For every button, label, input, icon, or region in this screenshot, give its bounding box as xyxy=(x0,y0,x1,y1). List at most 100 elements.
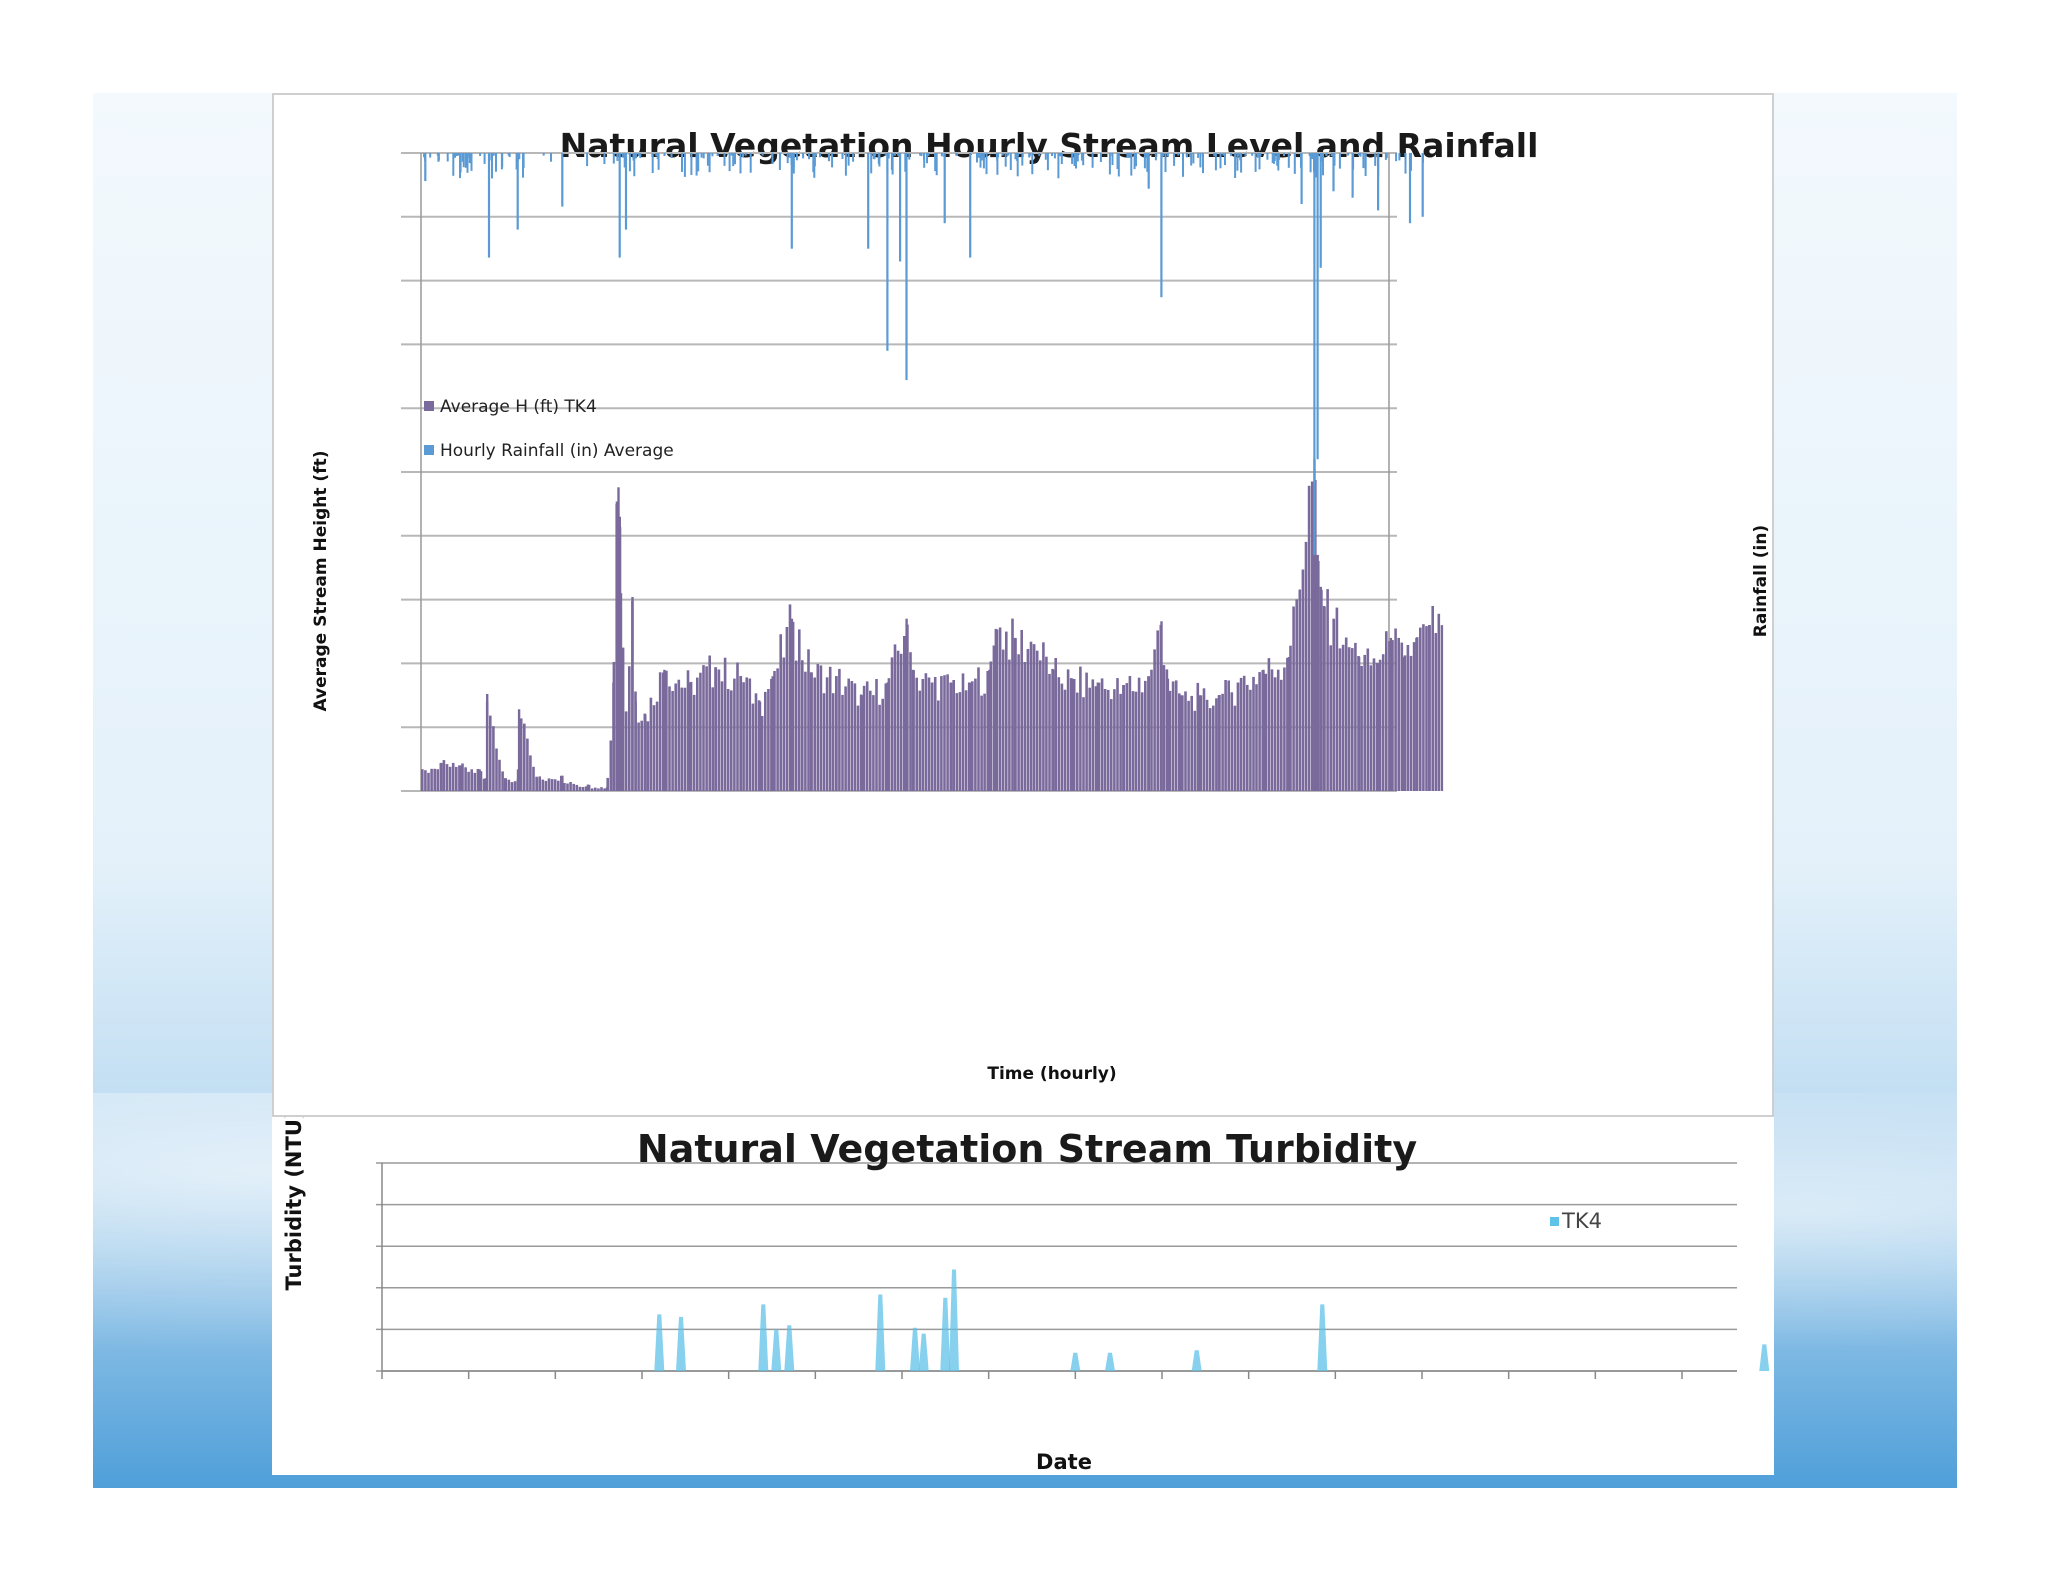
stream-level-bar xyxy=(1310,481,1314,791)
stream-level-bar xyxy=(1106,689,1110,791)
stream-level-bar xyxy=(1298,589,1302,791)
stream-level-peak-bar xyxy=(1322,606,1326,791)
rainfall-bar xyxy=(1244,153,1247,156)
stream-level-bar xyxy=(609,740,613,791)
rainfall-peak-bar xyxy=(561,153,564,207)
stream-level-bar xyxy=(872,695,875,791)
rainfall-peak-bar xyxy=(487,153,491,258)
rainfall-peak-bar xyxy=(1316,153,1319,460)
stream-level-peak-bar xyxy=(771,676,774,791)
stream-level-bar xyxy=(507,779,511,791)
stream-level-bar xyxy=(764,691,767,791)
rainfall-bar xyxy=(996,153,999,158)
rainfall-bar xyxy=(812,153,815,173)
stream-level-bar xyxy=(621,647,625,791)
stream-level-bar xyxy=(1366,648,1370,791)
rainfall-bar xyxy=(923,153,926,168)
rainfall-bar xyxy=(1395,153,1398,162)
stream-level-bar xyxy=(736,662,739,791)
rainfall-bar xyxy=(1133,153,1136,170)
rainfall-bar xyxy=(542,153,545,156)
stream-level-bar xyxy=(992,645,996,791)
stream-level-bar xyxy=(822,693,826,791)
turbidity-spike xyxy=(1191,1350,1202,1371)
stream-level-bar xyxy=(893,644,897,791)
stream-level-bar xyxy=(918,690,922,791)
stream-level-bar xyxy=(1249,689,1252,791)
rainfall-bar xyxy=(639,153,642,158)
rainfall-bar xyxy=(1009,153,1012,170)
stream-level-bar xyxy=(1391,640,1394,791)
stream-level-bar xyxy=(878,704,881,791)
rainfall-bar xyxy=(716,153,719,156)
stream-level-bar xyxy=(702,665,705,791)
stream-level-bar xyxy=(566,783,569,791)
legend-label-rain: Hourly Rainfall (in) Average xyxy=(440,441,674,461)
turbidity-spike xyxy=(784,1325,795,1371)
rainfall-bar xyxy=(1224,153,1226,157)
stream-level-bar xyxy=(788,604,792,791)
rainfall-bar xyxy=(1251,153,1254,156)
legend-swatch-rain xyxy=(424,445,434,455)
stream-level-bar xyxy=(1181,695,1184,791)
stream-level-bar xyxy=(1329,645,1332,791)
stream-level-bar xyxy=(726,689,730,791)
stream-level-bar xyxy=(1048,673,1051,791)
stream-level-bar xyxy=(1242,675,1246,791)
rainfall-bar xyxy=(1222,153,1225,156)
rainfall-bar xyxy=(518,153,521,160)
stream-level-bar xyxy=(680,687,684,791)
rainfall-bar xyxy=(908,153,911,160)
stream-level-bar xyxy=(1264,673,1268,791)
rainfall-bar xyxy=(1028,153,1031,157)
rainfall-bar xyxy=(700,153,703,158)
stream-level-bar xyxy=(1239,677,1243,791)
stream-level-bar xyxy=(1045,656,1048,791)
rainfall-bar xyxy=(690,153,693,175)
stream-level-peak-bar xyxy=(484,778,488,791)
stream-level-bar xyxy=(655,701,659,791)
rainfall-bar xyxy=(1007,153,1010,156)
rainfall-bar xyxy=(429,153,432,158)
stream-level-bar xyxy=(1076,692,1079,791)
stream-level-bar xyxy=(572,783,575,791)
stream-level-peak-bar xyxy=(1236,682,1240,791)
stream-level-bar xyxy=(581,787,585,791)
stream-level-bar xyxy=(881,698,884,791)
stream-level-bar xyxy=(887,678,891,791)
chart2-title: Natural Vegetation Stream Turbidity xyxy=(637,1127,1417,1171)
stream-level-bar xyxy=(1144,680,1147,791)
stream-level-bar xyxy=(529,755,532,791)
rainfall-series xyxy=(423,153,1424,555)
stream-level-bar xyxy=(1156,630,1159,791)
stream-level-bar xyxy=(649,697,653,791)
turbidity-spike xyxy=(1759,1344,1770,1371)
rainfall-peak-bar xyxy=(886,153,889,351)
stream-level-bar xyxy=(1017,654,1020,791)
rainfall-bar xyxy=(464,153,467,168)
stream-level-peak-bar xyxy=(1357,657,1361,791)
chart1-title: Natural Vegetation Hourly Stream Level a… xyxy=(560,126,1539,165)
stream-level-bar xyxy=(723,657,727,791)
stream-level-peak-bar xyxy=(1179,695,1182,791)
rainfall-bar xyxy=(711,153,714,157)
stream-level-peak-bar xyxy=(624,711,628,791)
rainfall-bar xyxy=(1182,153,1184,177)
rainfall-bar xyxy=(1082,153,1085,166)
stream-level-bar xyxy=(856,705,860,791)
rainfall-bar xyxy=(1240,153,1243,173)
rainfall-bar xyxy=(920,153,923,157)
stream-level-bar xyxy=(1409,655,1413,791)
stream-level-bar xyxy=(519,718,523,791)
stream-level-chart-frame: Natural Vegetation Hourly Stream Level a… xyxy=(272,93,1774,1117)
rainfall-bar xyxy=(1128,153,1131,158)
rainfall-bar xyxy=(637,153,640,156)
rainfall-bar xyxy=(847,153,850,166)
rainfall-bar xyxy=(1224,153,1226,166)
rainfall-bar xyxy=(955,153,958,156)
rainfall-bar xyxy=(508,153,511,158)
stream-level-bar xyxy=(794,660,798,791)
stream-level-bar xyxy=(946,674,949,791)
stream-level-bar xyxy=(563,783,566,791)
rainfall-peak-bar xyxy=(1332,153,1335,192)
